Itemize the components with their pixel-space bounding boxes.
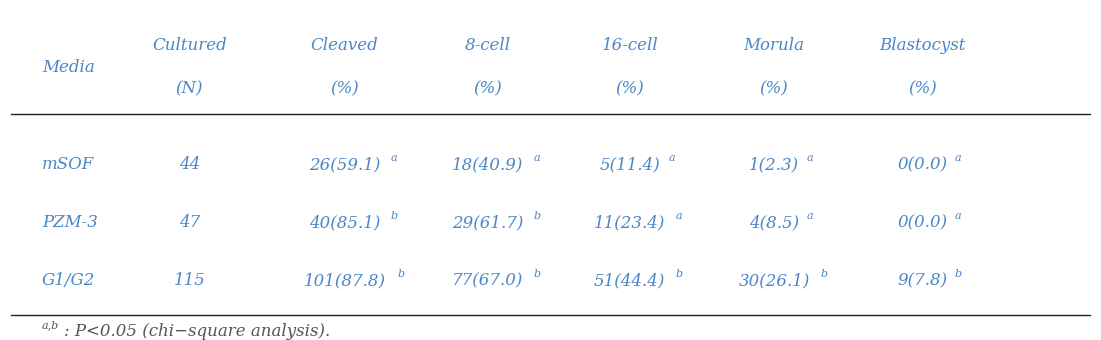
Text: 1(2.3): 1(2.3) — [749, 156, 799, 173]
Text: b: b — [820, 269, 827, 279]
Text: 29(61.7): 29(61.7) — [453, 214, 523, 231]
Text: 4(8.5): 4(8.5) — [749, 214, 799, 231]
Text: (%): (%) — [760, 80, 788, 97]
Text: 44: 44 — [178, 156, 200, 173]
Text: a: a — [806, 211, 813, 221]
Text: 9(7.8): 9(7.8) — [897, 272, 948, 289]
Text: (%): (%) — [908, 80, 937, 97]
Text: 30(26.1): 30(26.1) — [739, 272, 809, 289]
Text: (N): (N) — [176, 80, 203, 97]
Text: 51(44.4): 51(44.4) — [595, 272, 665, 289]
Text: b: b — [676, 269, 683, 279]
Text: b: b — [391, 211, 397, 221]
Text: Cultured: Cultured — [152, 37, 227, 54]
Text: 26(59.1): 26(59.1) — [309, 156, 380, 173]
Text: b: b — [534, 211, 541, 221]
Text: a: a — [534, 153, 541, 163]
Text: G1/G2: G1/G2 — [42, 272, 95, 289]
Text: a,b: a,b — [42, 320, 59, 330]
Text: 101(87.8): 101(87.8) — [304, 272, 385, 289]
Text: 77(67.0): 77(67.0) — [453, 272, 523, 289]
Text: Cleaved: Cleaved — [310, 37, 379, 54]
Text: 18(40.9): 18(40.9) — [453, 156, 523, 173]
Text: PZM-3: PZM-3 — [42, 214, 98, 231]
Text: b: b — [397, 269, 405, 279]
Text: Media: Media — [42, 58, 95, 75]
Text: a: a — [391, 153, 397, 163]
Text: Morula: Morula — [743, 37, 805, 54]
Text: : P<0.05 (chi−square analysis).: : P<0.05 (chi−square analysis). — [64, 323, 330, 340]
Text: 16-cell: 16-cell — [601, 37, 658, 54]
Text: Blastocyst: Blastocyst — [880, 37, 966, 54]
Text: b: b — [955, 269, 962, 279]
Text: 115: 115 — [174, 272, 205, 289]
Text: a: a — [955, 153, 961, 163]
Text: a: a — [676, 211, 683, 221]
Text: a: a — [806, 153, 813, 163]
Text: (%): (%) — [330, 80, 359, 97]
Text: 0(0.0): 0(0.0) — [897, 214, 948, 231]
Text: 11(23.4): 11(23.4) — [595, 214, 665, 231]
Text: (%): (%) — [473, 80, 502, 97]
Text: mSOF: mSOF — [42, 156, 94, 173]
Text: (%): (%) — [615, 80, 644, 97]
Text: 8-cell: 8-cell — [465, 37, 511, 54]
Text: 5(11.4): 5(11.4) — [599, 156, 661, 173]
Text: 0(0.0): 0(0.0) — [897, 156, 948, 173]
Text: b: b — [534, 269, 541, 279]
Text: a: a — [669, 153, 676, 163]
Text: 40(85.1): 40(85.1) — [309, 214, 380, 231]
Text: a: a — [955, 211, 961, 221]
Text: 47: 47 — [178, 214, 200, 231]
